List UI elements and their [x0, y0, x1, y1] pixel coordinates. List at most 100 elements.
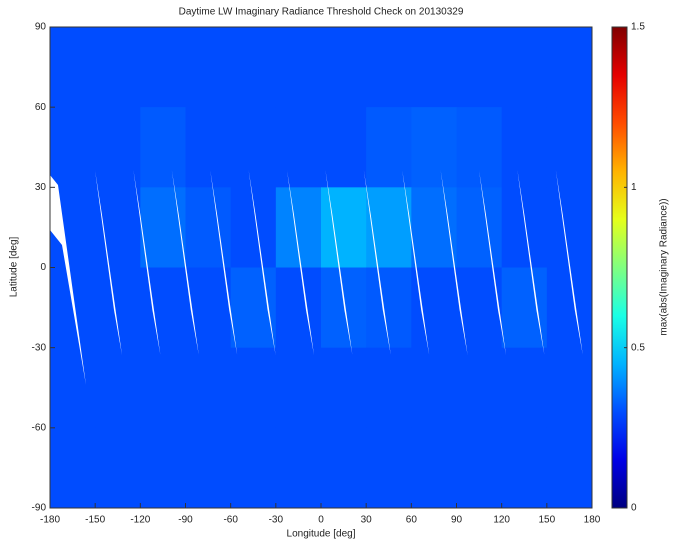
heat-cell [95, 27, 141, 108]
heat-cell [366, 427, 412, 509]
heat-cell [230, 107, 277, 188]
heat-cell [411, 107, 457, 188]
heat-cell [185, 187, 232, 268]
y-tick-label: 60 [35, 102, 47, 113]
heat-cell [546, 187, 593, 268]
heat-cell [50, 427, 96, 509]
colorbar-tick-label: 0.5 [631, 342, 645, 353]
heat-cell [50, 107, 96, 188]
heat-cell [230, 267, 277, 349]
heat-cell [321, 187, 367, 268]
x-tick-label: 60 [406, 515, 418, 526]
x-axis-label: Longitude [deg] [287, 529, 356, 540]
y-tick-label: 30 [35, 182, 47, 193]
heat-cell [185, 267, 232, 349]
heat-cell [140, 27, 186, 108]
heat-cell [366, 267, 412, 349]
data-gap [248, 170, 276, 355]
heat-cell [501, 427, 548, 509]
y-tick-label: 90 [35, 22, 47, 33]
heat-cell [275, 347, 322, 429]
heat-cell [501, 107, 548, 188]
x-tick-label: 150 [538, 515, 555, 526]
heat-cell [411, 267, 457, 349]
heat-cell [50, 27, 96, 108]
heat-cell [456, 427, 503, 509]
x-tick-label: -150 [85, 515, 105, 526]
heat-cell [456, 27, 503, 108]
data-gap [325, 170, 353, 355]
y-tick-label: -30 [32, 342, 47, 353]
colorbar-tick-label: 1 [631, 182, 637, 193]
heat-cell [321, 347, 367, 429]
heat-cell [95, 187, 141, 268]
data-gap [210, 170, 238, 355]
data-gap [287, 170, 314, 355]
x-tick-label: -180 [40, 515, 60, 526]
data-gap [479, 170, 506, 355]
x-tick-label: 180 [584, 515, 601, 526]
heat-cell [456, 347, 503, 429]
heat-cell [140, 347, 186, 429]
colorbar-tick-label: 0 [631, 503, 637, 514]
colorbar-tick-label: 1.5 [631, 22, 645, 33]
heat-cell [185, 427, 232, 509]
data-gap [363, 170, 391, 355]
heat-cell [501, 267, 548, 349]
data-gap [95, 170, 122, 355]
heat-cell [230, 187, 277, 268]
heat-cell [230, 347, 277, 429]
heat-cell [456, 187, 503, 268]
heat-cell [411, 187, 457, 268]
heat-cell [411, 27, 457, 108]
colorbar-label: max(abs(Imaginary Radiance)) [659, 198, 670, 335]
x-tick-label: -30 [269, 515, 284, 526]
x-tick-label: 30 [361, 515, 373, 526]
data-gap [171, 170, 199, 355]
y-tick-label: 0 [40, 262, 46, 273]
data-gap [440, 170, 468, 355]
data-gap [133, 170, 161, 355]
heat-cell [95, 107, 141, 188]
x-tick-label: 120 [493, 515, 510, 526]
heat-cell [501, 187, 548, 268]
data-gap [517, 170, 545, 355]
heat-cell [275, 427, 322, 509]
heat-cell [411, 347, 457, 429]
x-tick-label: -120 [130, 515, 150, 526]
heat-cell [95, 347, 141, 429]
heat-cell [140, 427, 186, 509]
chart-title: Daytime LW Imaginary Radiance Threshold … [179, 7, 464, 18]
y-tick-label: -90 [32, 503, 47, 514]
data-gap [402, 170, 430, 355]
heat-cell [230, 27, 277, 108]
y-tick-label: -60 [32, 422, 47, 433]
heat-cell [366, 27, 412, 108]
heat-cell [95, 267, 141, 349]
heat-cell [366, 347, 412, 429]
heat-cell [456, 267, 503, 349]
heat-cell [321, 427, 367, 509]
heat-cell [321, 267, 367, 349]
heat-cell [546, 107, 593, 188]
heat-cell [321, 107, 367, 188]
heat-cell [275, 27, 322, 108]
y-axis-label: Latitude [deg] [9, 236, 20, 297]
heat-cell [546, 427, 593, 509]
heat-cell [185, 107, 232, 188]
heat-cell [546, 267, 593, 349]
heat-cell [366, 107, 412, 188]
heat-cell [185, 347, 232, 429]
heat-cell [275, 267, 322, 349]
heat-cell [411, 427, 457, 509]
heat-cell [50, 347, 96, 429]
heat-cell [366, 187, 412, 268]
heat-cell [501, 27, 548, 108]
heat-cell [456, 107, 503, 188]
x-tick-label: 0 [318, 515, 324, 526]
heat-cell [546, 27, 593, 108]
heat-cell [95, 427, 141, 509]
heat-cell [230, 427, 277, 509]
colorbar [611, 26, 628, 509]
